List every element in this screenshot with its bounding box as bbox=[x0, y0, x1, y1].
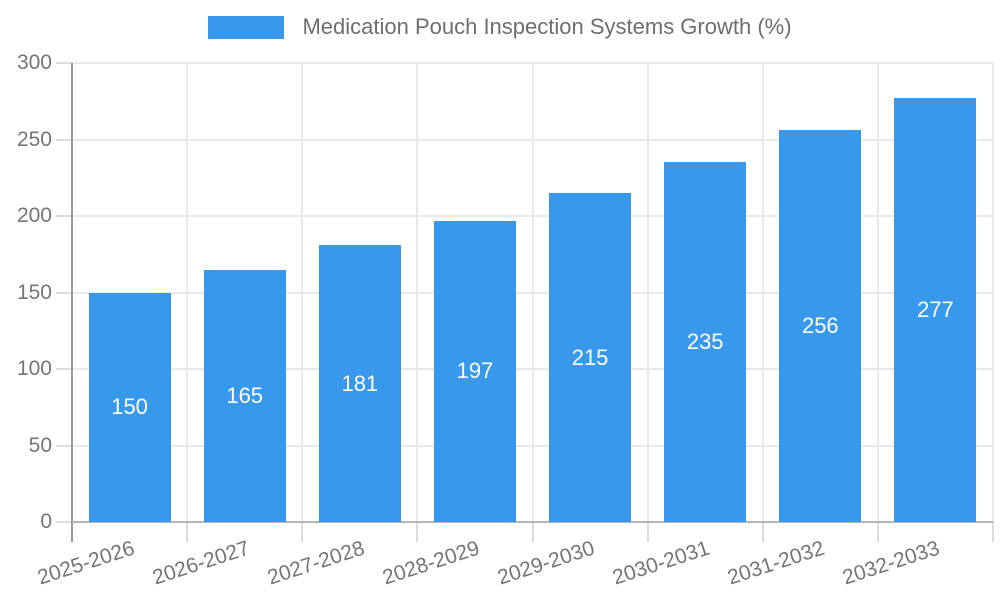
x-axis-line bbox=[72, 521, 993, 523]
x-axis-tick bbox=[876, 522, 879, 542]
bar[interactable] bbox=[203, 269, 286, 522]
x-axis-tick bbox=[646, 522, 649, 542]
x-gridline bbox=[992, 63, 994, 522]
bar-value-label: 277 bbox=[917, 297, 954, 323]
bar[interactable] bbox=[779, 130, 862, 522]
y-axis-label: 250 bbox=[16, 127, 52, 151]
x-gridline bbox=[301, 63, 304, 522]
y-axis-tick bbox=[56, 521, 72, 523]
x-axis-tick bbox=[992, 522, 994, 542]
x-gridline bbox=[876, 63, 879, 522]
x-gridline bbox=[761, 63, 764, 522]
y-axis-label: 0 bbox=[40, 510, 52, 533]
bar-value-label: 256 bbox=[801, 313, 839, 339]
bar-value-label: 197 bbox=[456, 358, 494, 384]
x-axis-tick bbox=[531, 522, 534, 542]
y-axis-label: 150 bbox=[16, 280, 52, 304]
x-axis-tick bbox=[761, 522, 764, 542]
bar-value-label: 165 bbox=[226, 382, 264, 408]
bar-value-label: 215 bbox=[571, 344, 609, 370]
x-axis-tick bbox=[301, 522, 304, 542]
legend-swatch[interactable] bbox=[208, 15, 285, 39]
x-axis-tick bbox=[186, 522, 189, 542]
y-axis-label: 100 bbox=[16, 357, 52, 380]
bar[interactable] bbox=[549, 193, 632, 522]
bar[interactable] bbox=[664, 162, 747, 522]
y-axis-label: 200 bbox=[16, 204, 52, 227]
y-axis-tick bbox=[56, 138, 72, 141]
bar[interactable] bbox=[433, 220, 516, 522]
y-axis-line bbox=[71, 63, 73, 542]
bar-value-label: 235 bbox=[686, 329, 724, 355]
bar-value-label: 181 bbox=[341, 370, 379, 396]
y-axis-tick bbox=[56, 62, 72, 64]
bar[interactable] bbox=[318, 245, 401, 522]
bar-value-label: 150 bbox=[111, 394, 148, 420]
x-gridline bbox=[646, 63, 649, 522]
x-axis-tick bbox=[416, 522, 419, 542]
y-axis-tick bbox=[56, 291, 72, 294]
y-axis-tick bbox=[56, 368, 72, 370]
bar[interactable] bbox=[894, 98, 977, 522]
bar[interactable] bbox=[88, 292, 171, 522]
y-axis-label: 50 bbox=[28, 433, 52, 457]
y-axis-tick bbox=[56, 215, 72, 217]
x-gridline bbox=[416, 63, 419, 522]
x-gridline bbox=[186, 63, 189, 522]
y-axis-tick bbox=[56, 444, 72, 447]
legend[interactable]: Medication Pouch Inspection Systems Grow… bbox=[0, 14, 1000, 40]
legend-label: Medication Pouch Inspection Systems Grow… bbox=[302, 14, 792, 39]
x-gridline bbox=[531, 63, 534, 522]
y-axis-label: 300 bbox=[16, 51, 52, 74]
